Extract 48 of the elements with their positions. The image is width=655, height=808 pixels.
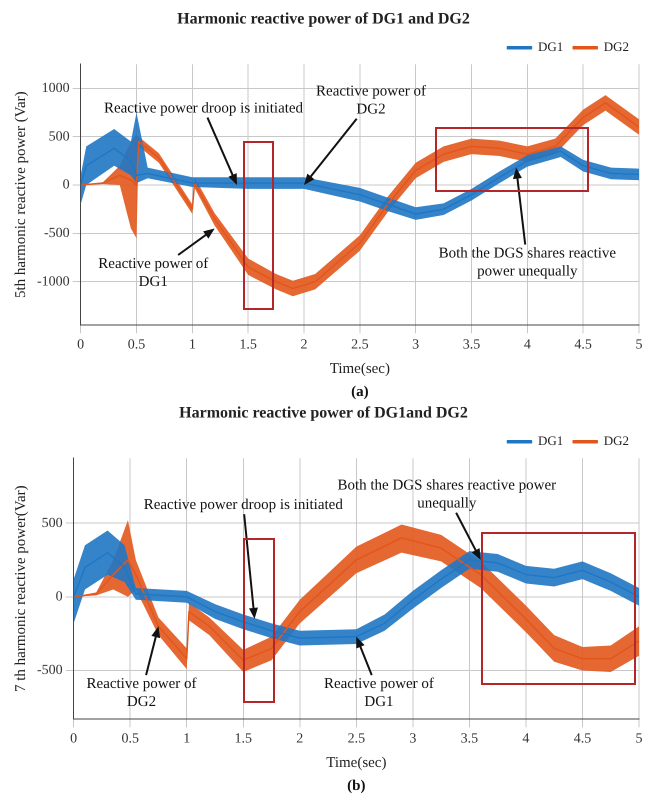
annotation: Reactive power of DG1 — [324, 676, 434, 710]
x-tick-label: 3.5 — [462, 337, 480, 352]
x-tick-label: 5 — [636, 731, 642, 746]
y-tick-label: -500 — [36, 663, 63, 678]
x-tick-label: 0.5 — [121, 731, 139, 746]
y-tick-label: 0 — [62, 178, 70, 193]
x-tick-label: 3.5 — [460, 731, 478, 746]
y-tick-label: 1000 — [42, 81, 70, 96]
annotation: Reactive power of DG1 — [98, 256, 208, 290]
annotation: Both the DGS shares reactive power unequally — [438, 245, 616, 280]
x-tick-label: 3 — [412, 337, 420, 352]
y-tick-label: -1000 — [36, 274, 70, 290]
x-tick-label: 2.5 — [351, 337, 369, 352]
annotation: Reactive power droop is initiated — [144, 497, 344, 514]
x-tick-label: 1 — [183, 731, 190, 746]
x-tick-label: 1 — [188, 337, 196, 352]
x-axis-title: Time(sec) — [326, 754, 386, 771]
x-tick-label: 3 — [409, 731, 416, 746]
x-tick-label: 4 — [522, 731, 530, 746]
text: (b) — [347, 778, 366, 794]
chart-title: Harmonic reactive power of DG1 and DG2 — [177, 10, 470, 28]
x-tick-label: 2 — [296, 731, 304, 746]
x-tick-label: 0.5 — [128, 337, 146, 352]
text: (a) — [351, 384, 369, 400]
x-tick-label: 2 — [300, 337, 308, 352]
y-axis-title: 5th harmonic reactive power (Var) — [12, 91, 29, 298]
legend-label: DG2 — [604, 433, 630, 448]
chart-title: Harmonic reactive power of DG1and DG2 — [179, 404, 468, 422]
annotation: Reactive power of DG2 — [316, 84, 426, 118]
x-tick-label: 4.5 — [574, 337, 592, 352]
legend-label: DG1 — [538, 39, 564, 54]
x-tick-label: 4 — [524, 337, 531, 352]
annotation: Reactive power of DG2 — [86, 676, 196, 710]
y-tick-label: 500 — [48, 129, 70, 144]
x-axis-title: Time(sec) — [330, 360, 390, 377]
annotation: Reactive power droop is initiated — [104, 100, 304, 117]
y-axis-title: 7 th harmonic reactive power(Var) — [12, 485, 29, 692]
x-tick-label: 1.5 — [239, 337, 257, 352]
x-tick-label: 1.5 — [234, 731, 252, 746]
y-tick-label: -500 — [44, 226, 70, 242]
y-tick-label: 500 — [42, 516, 63, 531]
y-tick-label: 0 — [56, 589, 63, 604]
x-tick-label: 2.5 — [348, 731, 366, 746]
x-tick-label: 5 — [636, 337, 642, 352]
legend-label: DG1 — [538, 433, 564, 448]
legend-label: DG2 — [604, 39, 630, 54]
x-tick-label: 4.5 — [574, 731, 592, 746]
x-tick-label: 0 — [77, 337, 84, 352]
